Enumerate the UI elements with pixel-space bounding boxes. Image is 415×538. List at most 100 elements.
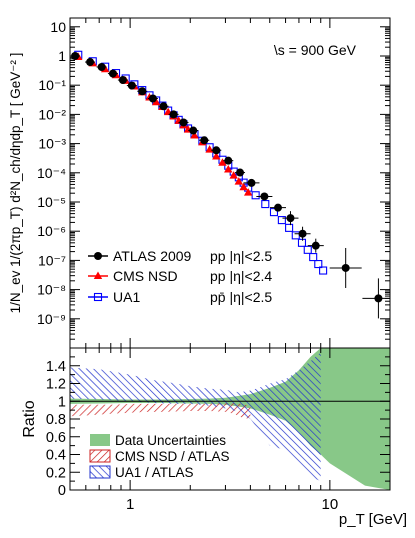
y-tick-label: 10⁻¹ [38,77,66,93]
legend-label: UA1 / ATLAS [115,465,194,480]
x-tick-label: 10 [322,496,339,513]
ratio-frame [69,347,391,491]
ratio-y-tick-label: 1.4 [46,359,66,375]
legend-swatch [89,449,111,463]
legend-label: Data Uncertainties [115,433,226,448]
ua1-point [261,200,270,209]
ua1-point [277,216,286,225]
legend-marker [94,252,102,260]
atlas-point [148,94,157,103]
atlas-point [127,81,136,90]
legend-label: ATLAS 2009 [113,248,192,264]
legend-label: UA1 [113,289,140,305]
ratio-plot-area [70,348,390,490]
legend-entry: CMS NSD pp |η|<2.4 [88,268,272,284]
legend-marker [93,271,103,279]
atlas-point [97,62,106,71]
atlas-point [298,229,307,238]
legend-swatch [89,465,111,479]
ratio-y-tick-label: 0.4 [46,448,66,464]
atlas-point [260,192,269,201]
y-tick-label: 10⁻² [38,106,66,122]
ratio-y-tick-label: 1.2 [46,377,66,393]
ratio-y-axis-label: Ratio [21,400,38,437]
legend-label: CMS NSD [113,268,178,284]
cms-point [229,171,238,179]
y-tick-label: 10⁻⁹ [37,311,66,327]
energy-annotation: \s = 900 GeV [274,42,357,58]
y-tick-label: 10⁻⁵ [37,194,66,210]
spectrum-legend: ATLAS 2009 pp |η|<2.5 CMS NSD pp |η|<2.4 UA1… [88,248,272,305]
spectrum-y-axis-label: 1/N_ev 1/(2πp_T) d²N_ch/dηdp_T [ GeV⁻² ] [8,53,23,314]
ratio-y-tick-label: 0.8 [46,412,66,428]
atlas-point [212,146,221,155]
atlas-point [247,178,256,187]
legend-entry: Data Uncertainties [90,433,226,448]
atlas-point [169,110,178,119]
atlas-point [311,241,320,250]
atlas-point [118,76,127,85]
spectrum-axes: 10 1 10⁻¹ 10⁻² 10⁻³ 10⁻⁴ 10⁻⁵ 10⁻⁶ 10⁻⁷ 10⁻⁸ 10⁻⁹ [37,17,391,348]
y-tick-label: 10⁻⁸ [37,282,66,298]
ua1-point [314,259,323,269]
ua1-point [309,253,318,262]
atlas-point [341,263,350,272]
atlas-point [236,168,245,177]
ratio-y-tick-label: 0.6 [46,430,66,446]
ua1-point [269,208,279,217]
ratio-y-tick-label: 0.2 [46,465,66,481]
atlas-point [274,203,283,212]
legend-selection: pp |η|<2.5 [210,248,272,264]
atlas-point [224,156,233,165]
legend-entry: CMS NSD / ATLAS [89,449,230,464]
ratio-y-tick-label: 1 [58,394,66,410]
y-tick-label: 10⁻³ [38,136,66,152]
legend-selection: pp̄ |η|<2.5 [210,289,272,305]
legend-swatch [90,434,110,446]
cms-point [224,164,233,173]
legend-label: CMS NSD / ATLAS [115,449,230,464]
y-tick-label: 1 [58,48,66,64]
cms-point [234,177,244,185]
ua1-point [285,223,294,232]
legend-entry: UA1 / ATLAS [89,465,194,480]
atlas-point [86,58,95,67]
atlas-point [189,126,198,135]
atlas-point [179,118,188,127]
cms-point [239,182,248,191]
legend-selection: pp |η|<2.4 [210,268,272,284]
cms-point [190,130,199,139]
x-tick-label: 1 [126,496,134,513]
ua1-point [251,191,260,200]
ratio-band [70,403,251,419]
ua1-point [303,245,312,254]
legend-marker [93,292,103,302]
cms-point [218,158,227,166]
x-axis-label: p_T [GeV] [339,511,407,528]
y-tick-label: 10⁻⁴ [37,165,66,181]
atlas-point [200,136,209,145]
ratio-y-tick-label: 0 [58,483,66,499]
spectrum-plot-area [70,50,390,319]
cms-point [243,188,253,196]
atlas-point [286,214,295,223]
legend-entry: UA1 pp̄ |η|<2.5 [88,289,272,305]
atlas-point [138,87,147,96]
ua1-point [291,231,300,240]
ua1-point [319,266,328,275]
y-tick-label: 10 [50,19,66,35]
spectrum-panel: 10110⁻¹10⁻²10⁻³10⁻⁴10⁻⁵10⁻⁶10⁻⁷10⁻⁸10⁻⁹ … [8,17,391,349]
cms-point [212,152,221,160]
ua1-point [297,238,307,247]
y-tick-label: 10⁻⁶ [37,223,66,239]
ratio-band [70,352,321,482]
atlas-point [108,69,117,78]
y-tick-label: 10⁻⁷ [38,252,66,268]
atlas-point [374,294,383,303]
cms-point [151,97,161,106]
legend-entry: ATLAS 2009 pp |η|<2.5 [88,248,272,264]
